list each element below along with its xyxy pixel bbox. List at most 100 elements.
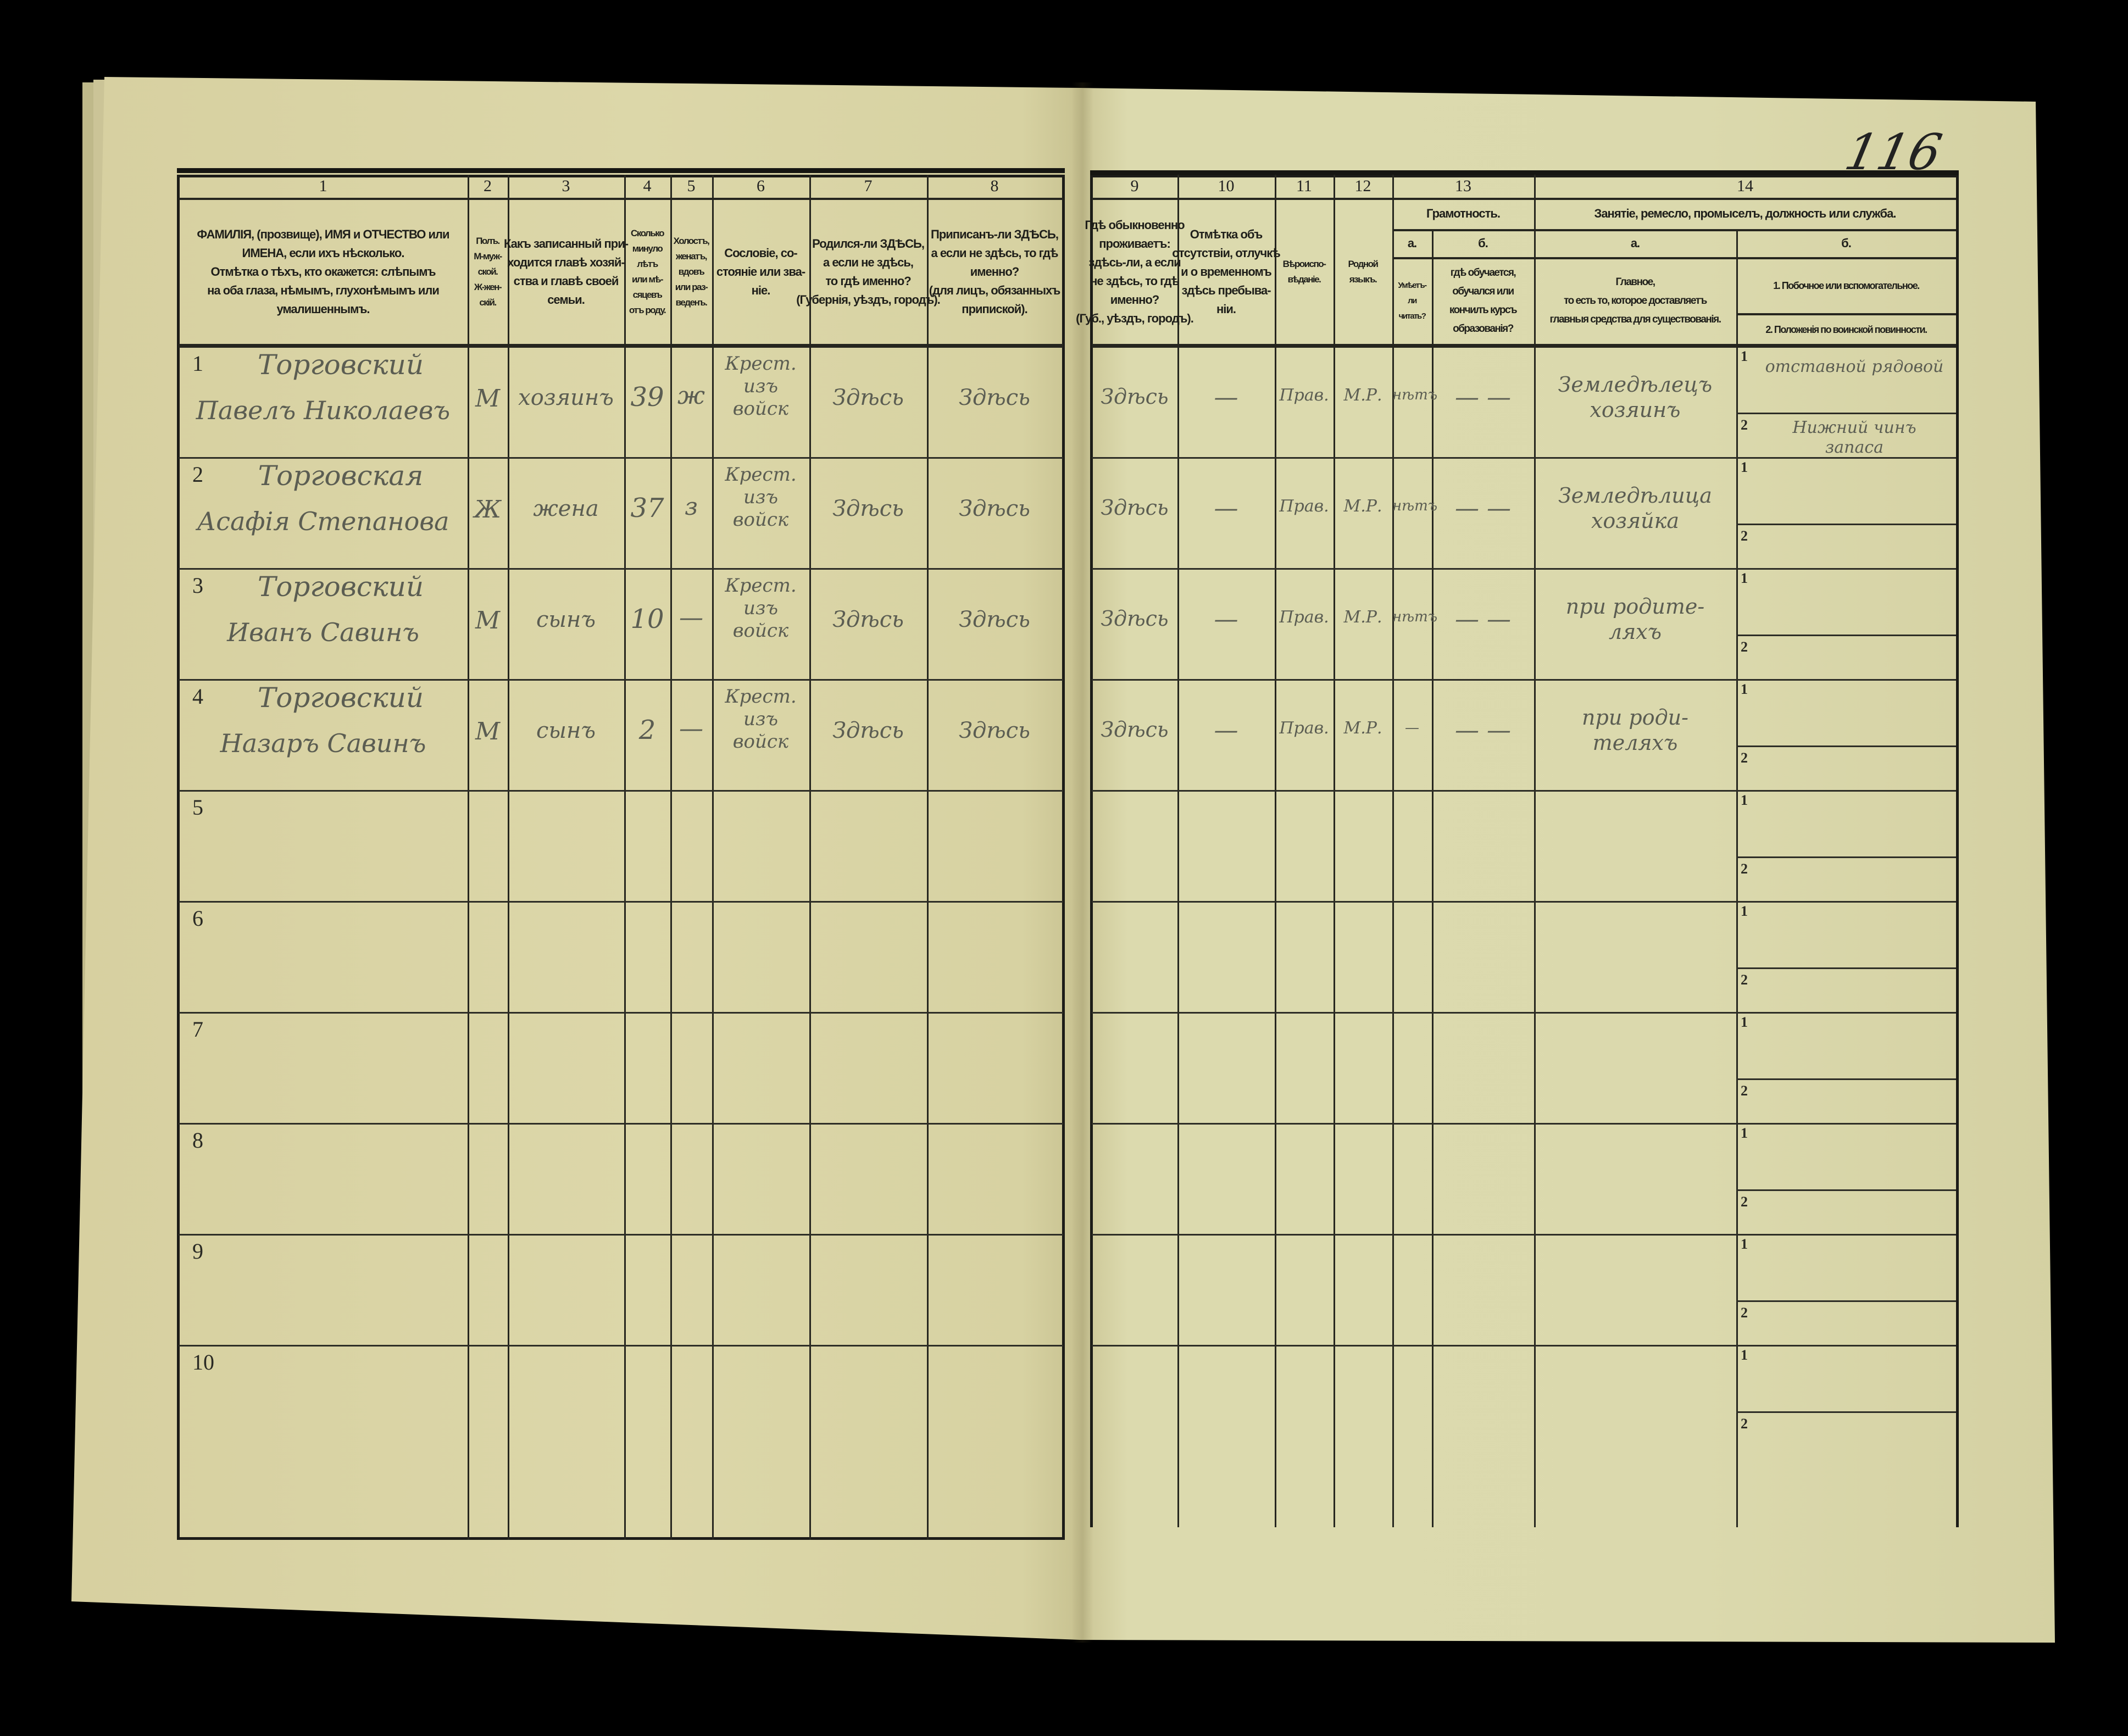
column-divider xyxy=(624,175,626,1540)
row-divider xyxy=(1092,568,1956,570)
column-divider xyxy=(1392,175,1394,1527)
column-number: 14 xyxy=(1737,177,1753,195)
row-divider xyxy=(179,679,1063,681)
registered-place: Здѣсь xyxy=(959,385,1030,410)
row-divider xyxy=(179,790,1063,792)
occupation-b2-text: 2. Положенія по воинской повинности. xyxy=(1765,324,1927,335)
column-header-c12: Родной языкъ. xyxy=(1348,259,1379,285)
row-number: 10 xyxy=(192,1350,214,1375)
given-name-patronymic: Асафія Степанова xyxy=(197,507,449,536)
subrow-label-1: 1 xyxy=(1741,903,1748,919)
subrow-label-2: 2 xyxy=(1741,750,1748,766)
occupation-b-label: б. xyxy=(1841,236,1852,250)
given-name-patronymic: Назаръ Савинъ xyxy=(220,728,426,758)
age: 10 xyxy=(630,604,664,635)
main-occupation: при родите- ляхъ xyxy=(1565,594,1705,644)
subrow-divider xyxy=(1736,413,1956,414)
row-divider xyxy=(1092,1345,1956,1346)
column-number: 5 xyxy=(687,177,696,195)
row-divider xyxy=(1092,679,1956,681)
column-header-c4: Сколько минуло лѣтъ или мѣ- сяцевъ отъ р… xyxy=(629,228,666,315)
absence-note: — xyxy=(1214,716,1238,744)
native-language: М.Р. xyxy=(1343,386,1382,405)
estate: Крест. изъ войск xyxy=(725,686,797,753)
absence-note: — xyxy=(1214,494,1238,522)
subrow-label-1: 1 xyxy=(1741,681,1748,697)
usual-residence: Здѣсь xyxy=(1101,385,1169,409)
subheader-rule xyxy=(1392,229,1956,231)
column-number: 3 xyxy=(562,177,570,195)
estate: Крест. изъ войск xyxy=(725,464,797,531)
row-number: 5 xyxy=(192,795,203,820)
row-number: 4 xyxy=(192,684,203,709)
subrow-label-1: 1 xyxy=(1741,1014,1748,1030)
row-number: 6 xyxy=(192,906,203,931)
row-number: 7 xyxy=(192,1017,203,1042)
registered-place: Здѣсь xyxy=(959,718,1030,743)
row-divider xyxy=(1092,457,1956,459)
row-divider xyxy=(179,1345,1063,1346)
column-number: 13 xyxy=(1455,177,1471,195)
column-divider xyxy=(1275,175,1276,1527)
row-number: 3 xyxy=(192,573,203,598)
birthplace: Здѣсь xyxy=(832,718,904,743)
column-header-c2: Полъ. М-муж- ской. Ж-жен- скій. xyxy=(474,236,502,308)
book-spine xyxy=(1071,82,1093,1643)
can-read: — xyxy=(1405,720,1419,736)
marital-status: ж xyxy=(677,382,705,410)
row-number: 1 xyxy=(192,351,203,376)
literacy-a-text: Умѣетъ- ли читать? xyxy=(1398,281,1427,321)
occupation-a-label: а. xyxy=(1630,236,1640,250)
surname: Торговский xyxy=(257,571,424,603)
column-divider xyxy=(1534,175,1536,1527)
subrow-label-2: 2 xyxy=(1741,1083,1748,1099)
side-occupation: отставной рядовой xyxy=(1765,357,1944,376)
subrow-label-1: 1 xyxy=(1741,1236,1748,1252)
column-header-c9: Гдѣ обыкновенно проживаетъ: здѣсь-ли, а … xyxy=(1076,218,1194,325)
row-divider xyxy=(179,457,1063,459)
subrow-divider xyxy=(1736,635,1956,636)
subrow-divider xyxy=(1736,745,1956,747)
surname: Торговский xyxy=(257,349,424,381)
religion: Прав. xyxy=(1279,497,1329,516)
native-language: М.Р. xyxy=(1343,608,1382,627)
row-divider xyxy=(1092,790,1956,792)
column-header-c7: Родился-ли ЗДѢСЬ, а если не здѣсь, то гд… xyxy=(796,237,941,307)
subrow-label-1: 1 xyxy=(1741,1125,1748,1141)
religion: Прав. xyxy=(1279,608,1329,627)
age: 37 xyxy=(630,493,664,524)
religion: Прав. xyxy=(1279,386,1329,405)
subrow-label-2: 2 xyxy=(1741,639,1748,655)
native-language: М.Р. xyxy=(1343,497,1382,516)
sex: М xyxy=(475,385,501,413)
subheader-rule xyxy=(1392,257,1956,259)
column-divider xyxy=(712,175,714,1540)
birthplace: Здѣсь xyxy=(832,385,904,410)
column-divider xyxy=(1736,229,1738,1527)
education: — — xyxy=(1455,494,1511,522)
subrow-label-2: 2 xyxy=(1741,417,1748,433)
can-read: нѣтъ xyxy=(1392,609,1438,625)
subrow-label-2: 2 xyxy=(1741,1305,1748,1321)
literacy-b-text: гдѣ обучается, обучался или кончилъ курс… xyxy=(1449,267,1518,335)
military-status: Нижний чинъ запаса xyxy=(1792,418,1916,457)
right-table-frame xyxy=(1090,175,1959,1527)
row-divider xyxy=(179,1234,1063,1236)
relation-to-head: жена xyxy=(533,496,599,521)
row-divider xyxy=(1092,1012,1956,1014)
row-number: 9 xyxy=(192,1239,203,1264)
subrow-label-2: 2 xyxy=(1741,528,1748,544)
literacy-b-label: б. xyxy=(1478,236,1488,250)
column-divider xyxy=(1432,229,1434,1527)
top-rule xyxy=(1090,170,1959,175)
subrow-label-1: 1 xyxy=(1741,459,1748,475)
column-number: 1 xyxy=(319,177,327,195)
absence-note: — xyxy=(1214,383,1238,411)
marital-status: з xyxy=(685,493,698,521)
surname: Торговский xyxy=(257,682,424,714)
usual-residence: Здѣсь xyxy=(1101,607,1169,631)
column-divider xyxy=(809,175,811,1540)
literacy-title: Грамотность. xyxy=(1426,206,1501,220)
left-table-frame xyxy=(177,175,1065,1540)
occupation-title: Занятіе, ремесло, промыселъ, должность и… xyxy=(1594,206,1897,220)
